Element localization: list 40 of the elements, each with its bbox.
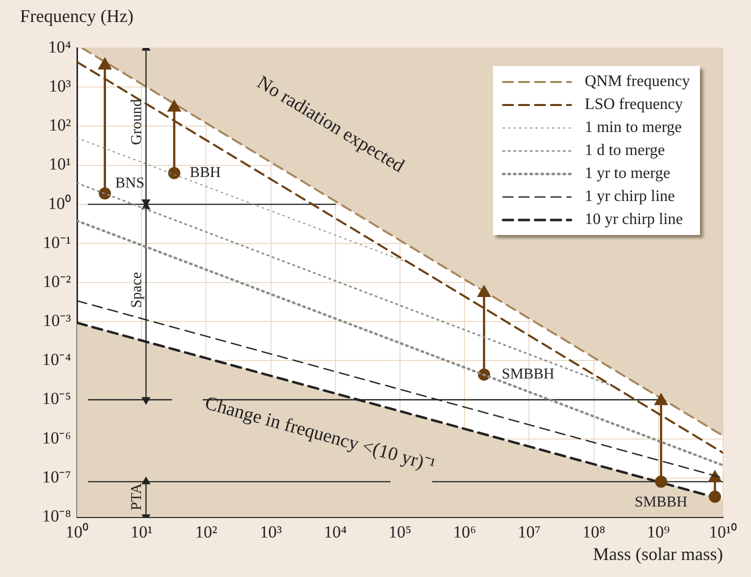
x-tick-label: 10⁵ bbox=[388, 522, 412, 542]
annotation: PTA bbox=[129, 483, 146, 510]
x-tick-label: 10¹⁰ bbox=[708, 522, 738, 542]
x-tick-label: 10¹ bbox=[130, 522, 153, 542]
x-axis-title: Mass (solar mass) bbox=[593, 544, 723, 565]
annotation: SMBBH bbox=[502, 366, 554, 383]
y-tick-label: 10⁻⁶ bbox=[42, 428, 72, 448]
legend-label: 1 min to merge bbox=[584, 118, 682, 136]
y-tick-label: 10⁰ bbox=[48, 194, 71, 213]
annotation: BNS bbox=[115, 175, 144, 192]
y-tick-label: 10⁻¹ bbox=[42, 232, 71, 252]
x-tick-label: 10⁸ bbox=[582, 522, 606, 542]
y-tick-label: 10⁻⁸ bbox=[42, 506, 72, 526]
annotation: SMBBH bbox=[634, 494, 688, 511]
legend-label: LSO frequency bbox=[584, 96, 683, 114]
legend-label: QNM frequency bbox=[584, 72, 690, 90]
x-tick-label: 10⁷ bbox=[518, 522, 541, 542]
y-tick-label: 10⁴ bbox=[48, 37, 72, 56]
y-axis-title: Frequency (Hz) bbox=[20, 6, 134, 27]
y-tick-label: 10⁻² bbox=[42, 272, 71, 291]
annotation: Space bbox=[129, 272, 146, 308]
legend-label: 1 yr chirp line bbox=[584, 188, 675, 206]
legend-label: 10 yr chirp line bbox=[584, 210, 683, 228]
y-tick-label: 10⁻⁷ bbox=[42, 467, 72, 486]
y-tick-label: 10³ bbox=[48, 76, 71, 96]
y-tick-label: 10⁻⁵ bbox=[42, 389, 72, 408]
y-tick-label: 10⁻³ bbox=[42, 311, 71, 330]
x-tick-label: 10² bbox=[195, 522, 218, 542]
y-tick-label: 10⁻⁴ bbox=[42, 350, 72, 370]
x-tick-label: 10⁶ bbox=[453, 522, 476, 542]
x-tick-label: 10⁹ bbox=[646, 522, 670, 542]
y-tick-label: 10² bbox=[48, 116, 71, 135]
y-tick-label: 10¹ bbox=[48, 154, 71, 174]
annotation: BBH bbox=[190, 165, 221, 182]
x-tick-label: 10⁰ bbox=[66, 522, 88, 542]
legend-label: 1 d to merge bbox=[584, 142, 665, 160]
legend-label: 1 yr to merge bbox=[584, 164, 670, 182]
x-tick-label: 10³ bbox=[260, 522, 282, 542]
x-tick-label: 10⁴ bbox=[324, 522, 347, 542]
annotation: Ground bbox=[129, 98, 146, 146]
